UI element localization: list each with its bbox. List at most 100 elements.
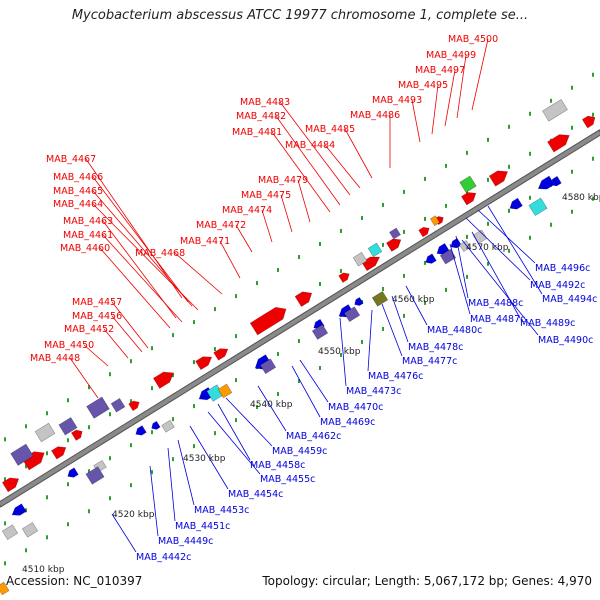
tick-dot	[508, 124, 510, 129]
tick-dot	[529, 195, 531, 200]
forward-gene	[1, 477, 20, 493]
tick-dot	[130, 443, 132, 448]
reverse-leader-line	[257, 385, 287, 432]
tick-dot	[571, 85, 573, 90]
gene-box-shape	[459, 240, 471, 253]
gene-box-shape	[34, 422, 56, 443]
tick-dot	[466, 234, 468, 239]
tick-dot	[298, 339, 300, 344]
reverse-leader-line	[405, 285, 428, 326]
forward-gene-label: MAB_4475	[241, 190, 291, 201]
feature-box	[367, 242, 383, 258]
forward-gene-label: MAB_4486	[350, 110, 400, 121]
tick-dot	[277, 268, 279, 273]
forward-leader-line	[275, 115, 341, 206]
reverse-gene-label: MAB_4449c	[158, 536, 213, 547]
forward-gene-label: MAB_4457	[72, 297, 122, 308]
reverse-gene-label: MAB_4477c	[402, 356, 457, 367]
forward-leader-line	[174, 252, 223, 295]
forward-leader-line	[297, 179, 311, 223]
tick-dot	[4, 437, 6, 442]
gene-box-shape	[367, 242, 383, 258]
gene-arrow-shape	[550, 175, 562, 187]
tick-dot	[172, 457, 174, 462]
gene-box-shape	[217, 383, 233, 399]
reverse-gene-label: MAB_4480c	[427, 325, 482, 336]
tick-dot	[193, 360, 195, 365]
tick-dot	[256, 405, 258, 410]
tick-dot	[46, 451, 48, 456]
forward-gene-label: MAB_4472	[196, 220, 246, 231]
tick-dot	[340, 228, 342, 233]
tick-dot	[340, 268, 342, 273]
tick-dot	[172, 373, 174, 378]
reverse-leader-line	[217, 403, 251, 461]
topology-text: Topology: circular; Length: 5,067,172 bp…	[262, 574, 592, 588]
gene-arrow-shape	[581, 115, 596, 129]
gene-arrow-shape	[128, 400, 140, 412]
gene-box-shape	[528, 197, 548, 217]
reverse-gene	[509, 197, 523, 210]
tick-dot	[319, 366, 321, 370]
feature-box	[110, 397, 126, 413]
forward-gene-label: MAB_4465	[53, 186, 103, 197]
tick-dot	[256, 281, 258, 286]
feature-box	[10, 443, 34, 466]
reverse-leader-line	[291, 365, 321, 418]
feature-box	[528, 197, 548, 217]
tick-dot	[487, 221, 489, 226]
tick-dot	[214, 347, 216, 352]
gene-arrow-shape	[488, 170, 509, 187]
tick-dot	[403, 313, 405, 318]
tick-dot	[382, 326, 384, 331]
forward-leader-line	[271, 131, 331, 213]
forward-gene	[51, 446, 67, 460]
map-title: Mycobacterium abscessus ATCC 19977 chrom…	[71, 8, 529, 23]
forward-leader-line	[103, 328, 129, 359]
scale-label: 4510 kbp	[22, 565, 65, 575]
forward-leader-line	[99, 247, 171, 329]
forward-leader-line	[279, 101, 351, 196]
forward-gene-label: MAB_4481	[232, 127, 282, 138]
gene-box-shape	[542, 98, 568, 122]
tick-dot	[214, 307, 216, 312]
reverse-leader-line	[149, 465, 159, 537]
tick-dot	[235, 294, 237, 299]
feature-box	[85, 466, 105, 485]
forward-gene-label: MAB_4450	[44, 340, 94, 351]
forward-gene	[386, 238, 402, 252]
gene-arrow-shape	[67, 467, 79, 478]
forward-gene-label: MAB_4452	[64, 324, 114, 335]
reverse-gene	[151, 420, 161, 430]
tick-dot	[508, 208, 510, 213]
gene-box-shape	[352, 251, 368, 267]
gene-box-shape	[343, 306, 361, 322]
tick-dot	[277, 352, 279, 357]
gene-arrow-shape	[249, 306, 287, 336]
forward-leader-line	[69, 357, 99, 399]
tick-dot	[25, 548, 27, 553]
gene-arrow-shape	[213, 348, 229, 361]
tick-dot	[25, 424, 27, 429]
reverse-gene	[436, 242, 450, 255]
feature-box	[86, 396, 110, 419]
tick-dot	[592, 72, 594, 77]
tick-dot	[235, 378, 237, 383]
forward-leader-line	[235, 224, 253, 253]
feature-box	[542, 98, 568, 122]
tick-dot	[25, 508, 27, 513]
forward-gene	[249, 306, 287, 336]
tick-dot	[508, 164, 510, 169]
forward-gene-label: MAB_4484	[285, 140, 335, 151]
tick-dot	[382, 242, 384, 247]
tick-dot	[466, 150, 468, 155]
feature-box	[352, 251, 368, 267]
tick-dot	[130, 359, 132, 364]
reverse-gene	[11, 503, 27, 516]
forward-gene-label: MAB_4485	[305, 124, 355, 135]
scale-label: 4540 kbp	[250, 400, 293, 410]
reverse-leader-line	[487, 205, 543, 295]
feature-box	[429, 215, 441, 227]
tick-dot	[361, 339, 363, 344]
